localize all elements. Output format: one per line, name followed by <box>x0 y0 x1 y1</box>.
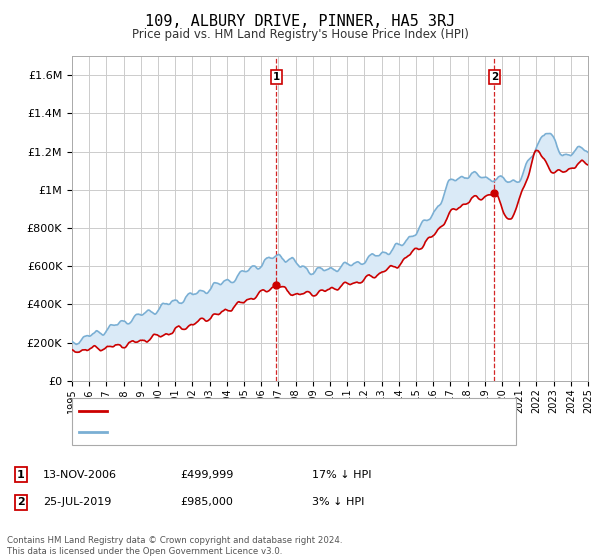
Text: 13-NOV-2006: 13-NOV-2006 <box>43 470 117 480</box>
Text: 109, ALBURY DRIVE, PINNER, HA5 3RJ (detached house): 109, ALBURY DRIVE, PINNER, HA5 3RJ (deta… <box>111 406 401 416</box>
Text: 1: 1 <box>17 470 25 480</box>
Text: 3% ↓ HPI: 3% ↓ HPI <box>312 497 364 507</box>
Text: Contains HM Land Registry data © Crown copyright and database right 2024.
This d: Contains HM Land Registry data © Crown c… <box>7 536 343 556</box>
Text: 109, ALBURY DRIVE, PINNER, HA5 3RJ: 109, ALBURY DRIVE, PINNER, HA5 3RJ <box>145 14 455 29</box>
Text: £985,000: £985,000 <box>180 497 233 507</box>
Text: HPI: Average price, detached house, Harrow: HPI: Average price, detached house, Harr… <box>111 427 341 437</box>
Text: Price paid vs. HM Land Registry's House Price Index (HPI): Price paid vs. HM Land Registry's House … <box>131 28 469 41</box>
Text: 25-JUL-2019: 25-JUL-2019 <box>43 497 112 507</box>
Text: 2: 2 <box>491 72 498 82</box>
Text: 2: 2 <box>17 497 25 507</box>
Text: 1: 1 <box>272 72 280 82</box>
Text: £499,999: £499,999 <box>180 470 233 480</box>
Text: 17% ↓ HPI: 17% ↓ HPI <box>312 470 371 480</box>
